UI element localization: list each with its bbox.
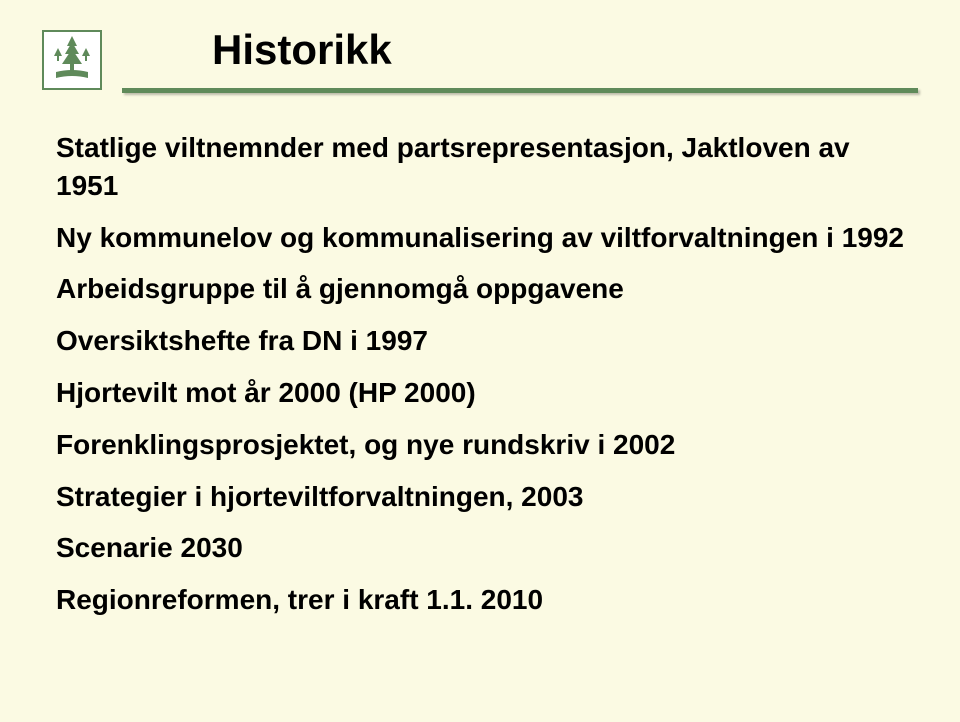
body-line: Statlige viltnemnder med partsrepresenta… [56, 129, 918, 205]
logo-box [42, 30, 102, 90]
tree-emblem-icon [50, 34, 94, 87]
body-line: Oversiktshefte fra DN i 1997 [56, 322, 918, 360]
title-divider [122, 88, 918, 93]
header-row: Historikk [42, 24, 918, 93]
body-line: Forenklingsprosjektet, og nye rundskriv … [56, 426, 918, 464]
body-line: Regionreformen, trer i kraft 1.1. 2010 [56, 581, 918, 619]
body-line: Hjortevilt mot år 2000 (HP 2000) [56, 374, 918, 412]
slide-title: Historikk [212, 26, 918, 74]
body-line: Scenarie 2030 [56, 529, 918, 567]
title-area: Historikk [122, 24, 918, 93]
body-line: Strategier i hjorteviltforvaltningen, 20… [56, 478, 918, 516]
slide-body: Statlige viltnemnder med partsrepresenta… [42, 129, 918, 619]
body-line: Ny kommunelov og kommunalisering av vilt… [56, 219, 918, 257]
body-line: Arbeidsgruppe til å gjennomgå oppgavene [56, 270, 918, 308]
slide-container: Historikk Statlige viltnemnder med parts… [0, 0, 960, 722]
